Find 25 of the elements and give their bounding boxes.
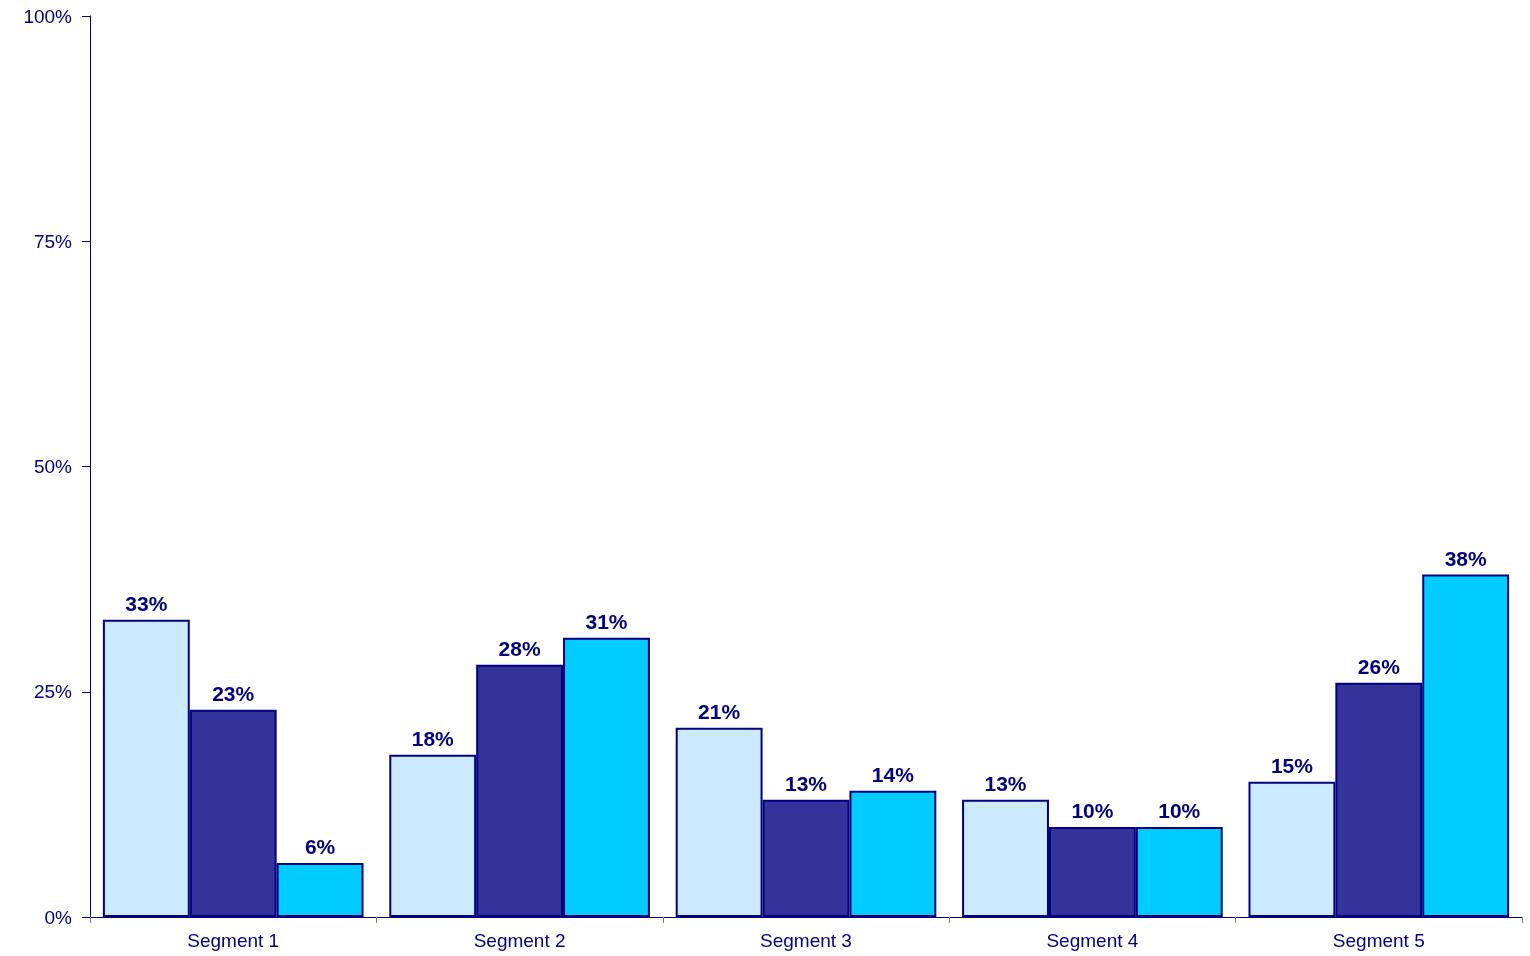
x-tick-label: Segment 2 xyxy=(473,930,566,951)
x-tick-label: Segment 5 xyxy=(1332,930,1425,951)
data-label: 23% xyxy=(212,681,255,705)
data-label: 26% xyxy=(1357,654,1401,678)
y-tick-label: 25% xyxy=(33,681,73,703)
y-tick-label: 0% xyxy=(44,906,73,928)
data-label: 10% xyxy=(1071,798,1114,822)
data-label: 6% xyxy=(304,834,336,858)
y-tick-label: 100% xyxy=(23,5,73,27)
data-label: 14% xyxy=(871,762,915,786)
data-label: 15% xyxy=(1270,753,1314,777)
x-tick-label: Segment 3 xyxy=(760,930,852,951)
x-tick-label: Segment 4 xyxy=(1046,930,1139,951)
data-label: 31% xyxy=(585,609,628,633)
data-label: 10% xyxy=(1158,798,1201,822)
y-tick-label: 50% xyxy=(33,456,73,477)
data-label: 21% xyxy=(698,699,741,723)
y-tick-label: 75% xyxy=(33,230,73,252)
x-tick-label: Segment 1 xyxy=(187,930,280,951)
data-label: 28% xyxy=(498,636,541,660)
data-label: 33% xyxy=(125,591,168,615)
data-label: 13% xyxy=(984,771,1027,795)
data-label: 38% xyxy=(1444,546,1488,570)
data-label: 18% xyxy=(411,726,455,750)
data-label: 13% xyxy=(784,771,828,795)
